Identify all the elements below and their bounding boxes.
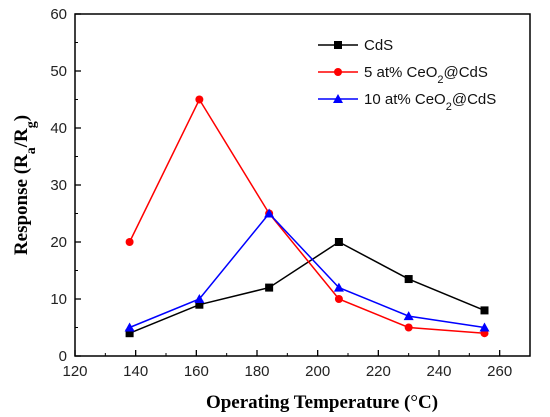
data-point: [195, 95, 204, 104]
data-point: [480, 306, 489, 315]
y-tick-label: 50: [50, 63, 67, 80]
data-point: [403, 311, 414, 321]
y-axis-title: Response (Ra/Rg): [11, 115, 39, 255]
legend-label-main: 5 at% CeO: [364, 64, 437, 81]
x-axis-title: Operating Temperature (°C): [206, 392, 438, 413]
y-tick-label: 30: [50, 177, 67, 194]
x-axis-unit: C): [418, 392, 438, 413]
y-tick-label: 20: [50, 234, 67, 251]
data-point: [333, 282, 344, 292]
y-tick-label: 0: [59, 348, 67, 365]
x-tick-label: 260: [487, 363, 512, 380]
x-tick-label: 180: [244, 363, 269, 380]
series-line: [129, 212, 485, 329]
y-axis-sub-a: a: [24, 147, 39, 154]
x-axis-title-text: Operating Temperature (: [206, 392, 410, 413]
legend-item: 5 at% CeO2@CdS: [318, 64, 488, 86]
legend-marker: [334, 68, 342, 76]
data-point: [265, 283, 274, 292]
data-point: [479, 322, 490, 332]
y-tick-label: 10: [50, 291, 67, 308]
series-line: [128, 97, 485, 334]
series-layer: [124, 95, 490, 338]
axes: 120 140 160 180 200 220 240 260 0 10 20 30 40 50 60: [50, 6, 531, 380]
x-tick-label: 120: [62, 363, 87, 380]
data-point: [334, 238, 343, 246]
y-axis-close: ): [11, 115, 32, 121]
legend-label: 5 at% CeO2@CdS: [364, 64, 488, 86]
legend-label-subscript: 2: [437, 74, 443, 86]
series-1: [125, 95, 489, 338]
legend-label-suffix: @CdS: [452, 91, 496, 108]
data-point: [195, 300, 204, 309]
legend-label: CdS: [364, 37, 393, 54]
x-tick-label: 240: [426, 363, 451, 380]
y-tick-label: 40: [50, 120, 67, 137]
x-tick-label: 200: [305, 363, 330, 380]
series-line: [129, 241, 485, 334]
legend-item: 10 at% CeO2@CdS: [318, 91, 496, 113]
legend-marker: [333, 94, 343, 103]
x-tick-label: 140: [123, 363, 148, 380]
legend-label-main: 10 at% CeO: [364, 91, 446, 108]
series-0: [125, 238, 489, 338]
data-point: [125, 238, 134, 246]
data-point: [125, 329, 134, 338]
legend-marker: [334, 41, 342, 49]
y-axis-title-text: Response (R: [11, 154, 32, 255]
data-point: [404, 323, 413, 332]
legend-label-suffix: @CdS: [444, 64, 488, 81]
data-point: [194, 294, 205, 303]
y-axis-sub-g: g: [24, 121, 39, 128]
data-point: [124, 322, 135, 332]
y-tick-label: 60: [50, 6, 67, 23]
legend-label-main: CdS: [364, 37, 393, 54]
x-tick-label: 160: [184, 363, 209, 380]
series-2: [124, 208, 490, 332]
legend-label: 10 at% CeO2@CdS: [364, 91, 496, 113]
data-point: [334, 295, 343, 303]
data-point: [264, 208, 275, 218]
data-point: [404, 275, 413, 284]
y-axis-slash: /R: [11, 128, 32, 148]
x-tick-label: 220: [366, 363, 391, 380]
degree-symbol: °: [410, 392, 418, 413]
legend-item: CdS: [318, 37, 393, 54]
legend-label-subscript: 2: [446, 101, 452, 113]
